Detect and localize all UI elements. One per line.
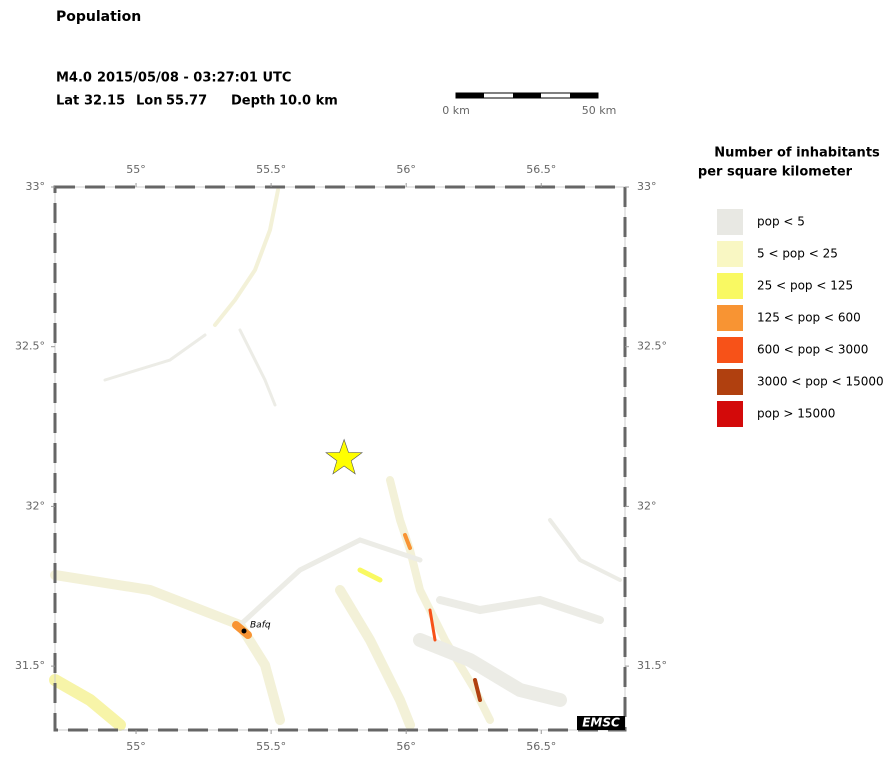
scale-end: 50 km — [582, 104, 617, 117]
city-marker — [241, 628, 247, 634]
population-layer — [49, 188, 622, 731]
lat-tick-label: 32.5° — [637, 340, 667, 353]
lat-tick-label: 31.5° — [15, 659, 45, 672]
depth-label: Depth — [231, 94, 275, 109]
epicenter — [325, 438, 363, 475]
scale-bar — [455, 92, 599, 99]
lon-tick-label: 55° — [126, 740, 146, 753]
legend-title: per square kilometer — [698, 165, 853, 180]
datetime: 2015/05/08 - 03:27:01 UTC — [97, 71, 291, 86]
lat-value: 32.15 — [84, 94, 125, 109]
lat-label: Lat — [56, 94, 79, 109]
title: Population — [56, 9, 141, 25]
lat-tick-label: 32° — [637, 499, 657, 512]
legend-swatch — [717, 305, 743, 331]
legend-label: 600 < pop < 3000 — [757, 343, 868, 357]
legend-label: pop < 5 — [757, 215, 805, 229]
logo-box — [577, 716, 625, 730]
lat-tick-label: 32° — [26, 499, 46, 512]
legend-swatch — [717, 273, 743, 299]
legend-label: 3000 < pop < 15000 — [757, 375, 884, 389]
lon-tick-label: 56° — [396, 740, 416, 753]
lon-tick-label: 55.5° — [256, 163, 286, 176]
legend-label: 125 < pop < 600 — [757, 311, 861, 325]
depth-value: 10.0 km — [279, 94, 338, 109]
legend-swatch — [717, 337, 743, 363]
lon-tick-label: 56.5° — [526, 163, 556, 176]
legend-swatch — [717, 209, 743, 235]
lon-tick-label: 56° — [396, 163, 416, 176]
legend-label: pop > 15000 — [757, 407, 835, 421]
magnitude: M4.0 — [56, 71, 92, 86]
lon-tick-label: 55° — [126, 163, 146, 176]
lon-tick-label: 55.5° — [256, 740, 286, 753]
scale-start: 0 km — [442, 104, 470, 117]
lat-tick-label: 31.5° — [637, 659, 667, 672]
lat-tick-label: 33° — [26, 180, 46, 193]
legend-label: 5 < pop < 25 — [757, 247, 838, 261]
logo: EMSC — [582, 716, 620, 730]
legend-title: Number of inhabitants — [714, 146, 880, 161]
lat-tick-label: 33° — [637, 180, 657, 193]
lon-label: Lon — [136, 94, 162, 109]
lon-value: 55.77 — [166, 94, 207, 109]
map-border — [53, 185, 627, 732]
legend-swatch — [717, 401, 743, 427]
legend-swatch — [717, 241, 743, 267]
lon-tick-label: 56.5° — [526, 740, 556, 753]
lat-tick-label: 32.5° — [15, 340, 45, 353]
city-label: Bafq — [250, 621, 271, 631]
legend-swatch — [717, 369, 743, 395]
legend-label: 25 < pop < 125 — [757, 279, 853, 293]
